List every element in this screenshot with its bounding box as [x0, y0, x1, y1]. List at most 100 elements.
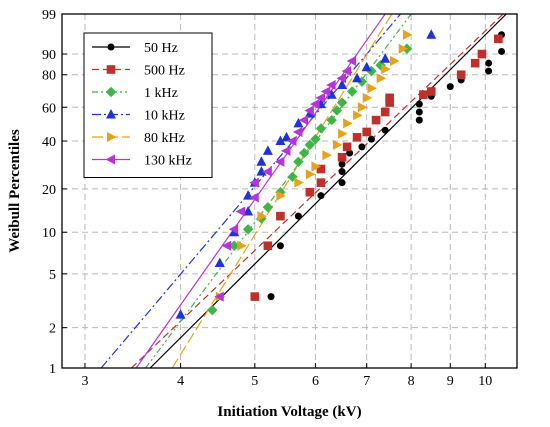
- y-tick-label: 2: [49, 322, 56, 337]
- data-point: [242, 224, 254, 235]
- data-point: [305, 187, 315, 197]
- data-point: [263, 241, 273, 251]
- data-point: [470, 58, 480, 68]
- x-tick-label: 5: [251, 374, 258, 389]
- data-point: [310, 133, 321, 145]
- y-tick-label: 20: [42, 183, 56, 198]
- data-point: [326, 89, 337, 99]
- data-point: [326, 80, 336, 91]
- data-point: [346, 149, 354, 157]
- y-tick-label: 90: [42, 48, 56, 63]
- data-point: [381, 64, 391, 75]
- series-130-khz: [214, 56, 357, 302]
- x-tick-label: 8: [408, 374, 415, 389]
- data-point: [346, 86, 358, 97]
- data-point: [286, 136, 297, 147]
- data-point: [309, 99, 320, 110]
- legend-label-80-khz: 80 kHz: [144, 131, 185, 146]
- data-point: [243, 206, 254, 216]
- data-point: [494, 34, 503, 44]
- data-point: [315, 92, 325, 103]
- data-point: [376, 73, 387, 84]
- y-tick-label: 1: [49, 362, 56, 377]
- data-point: [385, 93, 394, 103]
- data-point: [262, 166, 272, 177]
- data-point: [367, 83, 377, 94]
- data-point: [320, 86, 331, 97]
- legend-label-10-khz: 10 kHz: [144, 109, 185, 124]
- x-tick-label: 10: [478, 374, 492, 389]
- data-point: [357, 102, 368, 113]
- data-point: [293, 117, 304, 128]
- data-point: [249, 192, 259, 203]
- data-point: [362, 127, 371, 137]
- data-point: [276, 242, 284, 250]
- data-point: [262, 202, 274, 213]
- y-tick-label: 99: [42, 8, 56, 23]
- legend-box: [83, 32, 213, 178]
- data-point: [256, 166, 267, 176]
- data-point: [275, 135, 286, 146]
- data-points: [175, 29, 506, 319]
- data-point: [337, 152, 347, 162]
- fit-line-500-hz: [131, 13, 504, 369]
- data-point: [361, 61, 372, 72]
- legend-marker-500-hz: [106, 65, 116, 74]
- data-point: [316, 164, 326, 174]
- data-point: [362, 92, 373, 103]
- data-point: [293, 156, 304, 167]
- data-point: [294, 212, 302, 220]
- series-80-khz: [215, 29, 413, 302]
- data-point: [298, 147, 310, 159]
- data-point: [304, 105, 314, 116]
- x-axis-title: Initiation Voltage (kV): [217, 404, 361, 420]
- data-point: [276, 190, 286, 201]
- data-point: [380, 107, 390, 117]
- x-tick-label: 4: [177, 374, 184, 389]
- y-tick-label: 10: [42, 226, 56, 241]
- data-point: [250, 292, 260, 301]
- data-point: [294, 177, 304, 188]
- data-point: [311, 161, 321, 172]
- data-point: [326, 114, 337, 126]
- plot-frame: [61, 13, 518, 369]
- data-point: [249, 177, 259, 188]
- data-point: [498, 47, 506, 55]
- data-point: [402, 29, 413, 40]
- data-point: [415, 116, 423, 124]
- data-point: [322, 150, 332, 161]
- data-point: [456, 70, 466, 80]
- data-point: [235, 206, 246, 217]
- data-point: [274, 156, 285, 167]
- data-point: [221, 240, 232, 251]
- legend-label-50-hz: 50 Hz: [144, 41, 178, 56]
- data-point: [298, 115, 309, 126]
- data-point: [336, 73, 347, 84]
- x-tick-label: 7: [363, 374, 370, 389]
- data-point: [343, 118, 353, 129]
- data-point: [267, 293, 275, 301]
- data-point: [341, 66, 352, 77]
- x-tick-label: 9: [447, 374, 454, 389]
- data-point: [336, 97, 348, 108]
- data-point: [305, 169, 316, 180]
- data-point: [175, 309, 186, 319]
- data-point: [229, 240, 240, 251]
- fit-line-130-khz: [135, 13, 386, 369]
- data-point: [358, 143, 366, 151]
- data-point: [338, 128, 348, 139]
- data-point: [256, 156, 267, 166]
- y-tick-label: 40: [42, 135, 56, 150]
- data-point: [207, 304, 218, 316]
- data-point: [316, 178, 326, 187]
- x-tick-label: 3: [81, 374, 88, 389]
- data-point: [415, 108, 423, 116]
- data-point: [257, 211, 267, 222]
- legend: 50 Hz 500 Hz 1 kHz 10 kHz 80 kHz 130 kHz: [83, 32, 213, 178]
- data-point: [485, 59, 493, 67]
- data-point: [353, 110, 363, 121]
- data-point: [446, 83, 454, 91]
- series-1-khz: [207, 43, 413, 316]
- data-point: [304, 139, 316, 151]
- data-point: [485, 67, 493, 75]
